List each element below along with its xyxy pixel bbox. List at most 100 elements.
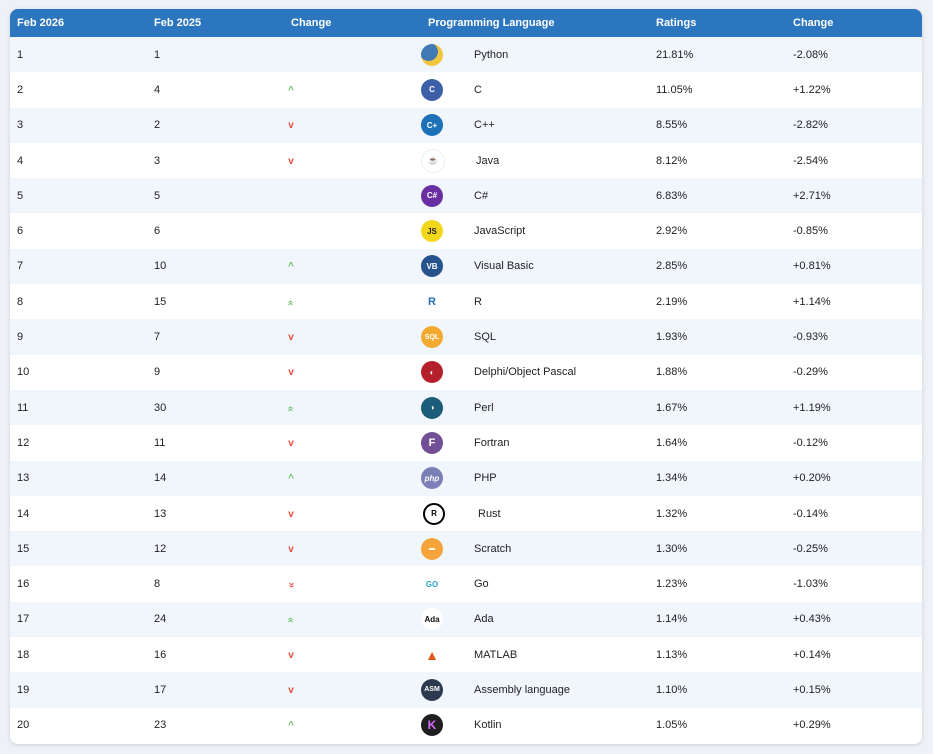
rank-prev-cell: 11	[154, 436, 166, 449]
language-cell: F Fortran	[421, 425, 649, 460]
rank-now-cell: 2	[17, 83, 24, 96]
scratch-icon: ▬	[421, 537, 443, 560]
rank-prev-cell: 10	[154, 260, 167, 273]
table-row[interactable]: 20 23 ^ K Kotlin 1.05% +0.29%	[10, 707, 922, 743]
rank-now-cell: 1	[17, 48, 24, 61]
table-row[interactable]: 16 8 » GO Go 1.23% -1.03%	[10, 566, 922, 602]
rank-now-cell: 8	[17, 295, 24, 308]
rank-prev-cell: 2	[154, 119, 161, 132]
table-row[interactable]: 4 3 v ☕ Java 8.12% -2.54%	[10, 142, 922, 179]
rating-change-cell: -0.14%	[793, 507, 828, 520]
rating-change-cell: +0.15%	[793, 683, 831, 696]
trend-cell: ^	[284, 72, 421, 107]
rank-prev-cell: 6	[154, 225, 161, 238]
arrow-down-icon: v	[288, 684, 294, 696]
table-row[interactable]: 19 17 v ASM Assembly language 1.10% +0.1…	[10, 672, 922, 708]
r-icon: R	[421, 290, 443, 313]
rating-change-cell: -0.29%	[793, 366, 828, 379]
table-row[interactable]: 9 7 v SQL SQL 1.93% -0.93%	[10, 319, 922, 355]
kotlin-icon: K	[421, 714, 443, 737]
trend-cell: v	[284, 108, 421, 143]
language-cell: ◑ Perl	[421, 390, 649, 425]
table-row[interactable]: 14 13 v R Rust 1.32% -0.14%	[10, 495, 922, 532]
header-change[interactable]: Change	[291, 17, 332, 29]
sql-icon: SQL	[421, 326, 443, 349]
language-cell: ☕ Java	[421, 143, 649, 178]
table-row[interactable]: 5 5 C# C# 6.83% +2.71%	[10, 178, 922, 214]
rank-now-cell: 6	[17, 225, 24, 238]
arrow-down-icon: v	[288, 649, 294, 661]
table-row[interactable]: 13 14 ^ php PHP 1.34% +0.20%	[10, 460, 922, 496]
rank-now-cell: 15	[17, 542, 30, 555]
language-cell: JS JavaScript	[421, 213, 649, 248]
language-name: Scratch	[474, 542, 512, 555]
rank-now-cell: 5	[17, 189, 24, 202]
rating-cell: 8.55%	[656, 119, 688, 132]
language-cell: php PHP	[421, 461, 649, 496]
trend-cell: »	[284, 284, 421, 319]
language-cell: Ada Ada	[421, 602, 649, 637]
php-icon: php	[421, 467, 443, 490]
table-row[interactable]: 2 4 ^ C C 11.05% +1.22%	[10, 72, 922, 108]
rank-now-cell: 7	[17, 260, 24, 273]
rating-cell: 2.92%	[656, 225, 688, 238]
rating-cell: 1.32%	[656, 507, 688, 520]
rank-prev-cell: 17	[154, 683, 167, 696]
language-cell: ◐ Delphi/Object Pascal	[421, 355, 649, 390]
java-icon: ☕	[421, 148, 445, 173]
trend-cell: v	[284, 425, 421, 460]
javascript-icon: JS	[421, 220, 443, 243]
header-ratings-change[interactable]: Change	[793, 17, 834, 29]
table-row[interactable]: 12 11 v F Fortran 1.64% -0.12%	[10, 425, 922, 461]
csharp-icon: C#	[421, 184, 443, 207]
rank-prev-cell: 30	[154, 401, 167, 414]
rank-now-cell: 16	[17, 578, 30, 591]
rating-change-cell: +1.14%	[793, 295, 831, 308]
table-row[interactable]: 11 30 » ◑ Perl 1.67% +1.19%	[10, 389, 922, 426]
language-cell: SQL SQL	[421, 319, 649, 354]
rating-cell: 1.64%	[656, 436, 688, 449]
table-row[interactable]: 6 6 JS JavaScript 2.92% -0.85%	[10, 213, 922, 249]
header-rank-now[interactable]: Feb 2026	[17, 17, 65, 29]
rating-change-cell: -2.08%	[793, 48, 828, 61]
rating-change-cell: -0.85%	[793, 225, 828, 238]
rating-cell: 1.05%	[656, 719, 688, 732]
rating-cell: 1.34%	[656, 472, 688, 485]
rank-prev-cell: 13	[154, 507, 167, 520]
rank-prev-cell: 24	[154, 613, 167, 626]
header-language[interactable]: Programming Language	[428, 17, 555, 29]
header-ratings[interactable]: Ratings	[656, 17, 697, 29]
language-cell: ASM Assembly language	[421, 672, 649, 707]
language-name: Python	[474, 48, 509, 61]
language-name: C	[474, 83, 482, 96]
table-row[interactable]: 10 9 v ◐ Delphi/Object Pascal 1.88% -0.2…	[10, 354, 922, 390]
rank-now-cell: 19	[17, 683, 30, 696]
table-row[interactable]: 3 2 v C+ C++ 8.55% -2.82%	[10, 107, 922, 143]
table-row[interactable]: 1 1 Python 21.81% -2.08%	[10, 37, 922, 73]
rank-now-cell: 13	[17, 472, 30, 485]
python-icon	[421, 43, 443, 66]
trend-cell	[284, 213, 421, 248]
arrow-up-icon: ^	[288, 473, 294, 485]
language-name: Kotlin	[474, 719, 502, 732]
table-row[interactable]: 8 15 » R R 2.19% +1.14%	[10, 284, 922, 320]
header-rank-prev[interactable]: Feb 2025	[154, 17, 202, 29]
rank-now-cell: 4	[17, 154, 24, 167]
rank-now-cell: 9	[17, 331, 24, 344]
rank-prev-cell: 9	[154, 366, 161, 379]
ada-icon: Ada	[421, 608, 443, 631]
language-name: SQL	[474, 331, 497, 344]
arrow-down-icon: v	[288, 367, 294, 379]
table-row[interactable]: 17 24 » Ada Ada 1.14% +0.43%	[10, 601, 922, 638]
double-arrow-up-icon: »	[285, 405, 296, 412]
rank-prev-cell: 8	[154, 578, 161, 591]
rating-cell: 21.81%	[656, 48, 694, 61]
language-name: Rust	[478, 507, 501, 520]
rating-change-cell: +0.20%	[793, 472, 831, 485]
arrow-down-icon: v	[288, 332, 294, 344]
language-name: MATLAB	[474, 648, 518, 661]
table-row[interactable]: 18 16 v ▲ MATLAB 1.13% +0.14%	[10, 637, 922, 673]
table-row[interactable]: 7 10 ^ VB Visual Basic 2.85% +0.81%	[10, 248, 922, 285]
language-name: Fortran	[474, 436, 510, 449]
table-row[interactable]: 15 12 v ▬ Scratch 1.30% -0.25%	[10, 531, 922, 567]
